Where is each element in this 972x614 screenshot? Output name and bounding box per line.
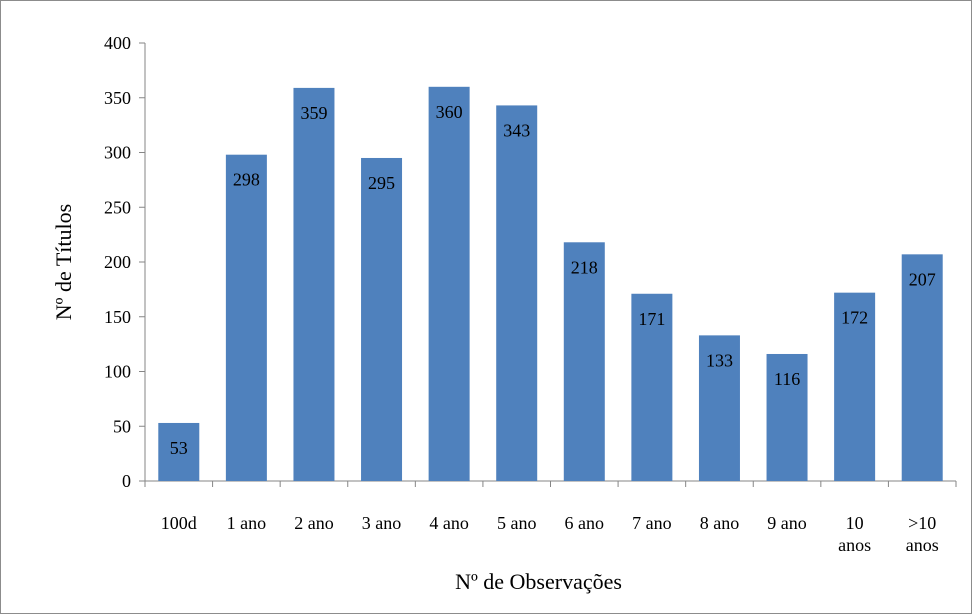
x-tick-label: anos — [906, 535, 939, 555]
y-tick-label: 0 — [122, 471, 131, 491]
data-label: 343 — [503, 120, 530, 140]
bar — [428, 86, 470, 482]
bar — [698, 335, 740, 481]
data-label: 359 — [300, 103, 327, 123]
bar — [496, 105, 538, 481]
data-label: 207 — [909, 269, 936, 289]
x-tick-label: 6 ano — [565, 513, 605, 533]
bar — [158, 422, 200, 481]
x-tick-label: 3 ano — [362, 513, 402, 533]
y-tick-label: 50 — [113, 416, 131, 436]
x-tick-label: 4 ano — [429, 513, 469, 533]
y-tick-label: 200 — [104, 252, 131, 272]
x-tick-label: 8 ano — [700, 513, 740, 533]
x-tick-label: 10 — [846, 513, 864, 533]
data-label: 171 — [638, 309, 665, 329]
y-tick-label: 300 — [104, 143, 131, 163]
x-axis: 100d 1 ano 2 ano 3 ano 4 ano 5 ano 6 ano 7 ano 8… — [144, 480, 957, 555]
y-tick-label: 350 — [104, 88, 131, 108]
x-tick-label: 100d — [161, 513, 197, 533]
x-tick-label: >10 — [908, 513, 936, 533]
y-tick-label: 250 — [104, 197, 131, 217]
bar — [293, 87, 335, 482]
data-label: 116 — [774, 369, 800, 389]
y-axis: 0 50 100 150 200 250 300 350 400 — [104, 33, 146, 491]
y-tick-label: 100 — [104, 362, 131, 382]
bar — [631, 293, 673, 481]
x-tick-label: 1 ano — [227, 513, 267, 533]
x-tick-label: 7 ano — [632, 513, 672, 533]
x-tick-label: 2 ano — [294, 513, 334, 533]
bar — [834, 292, 876, 481]
x-tick-label: anos — [838, 535, 871, 555]
bar — [225, 154, 267, 481]
data-label: 133 — [706, 350, 733, 370]
y-tick-label: 150 — [104, 307, 131, 327]
data-label: 295 — [368, 173, 395, 193]
data-label: 360 — [436, 102, 463, 122]
data-labels: 53 298 359 295 360 343 218 171 133 116 172 207 — [170, 102, 936, 458]
x-tick-label: 5 ano — [497, 513, 537, 533]
data-label: 298 — [233, 170, 260, 190]
data-label: 53 — [170, 438, 188, 458]
bar — [563, 242, 605, 481]
x-tick-label: 9 ano — [767, 513, 807, 533]
bar — [766, 353, 808, 481]
bar — [361, 157, 403, 481]
bars — [158, 86, 943, 482]
y-tick-label: 400 — [104, 33, 131, 53]
bar — [901, 254, 943, 481]
x-axis-title: Nº de Observações — [455, 569, 622, 594]
data-label: 172 — [841, 308, 868, 328]
data-label: 218 — [571, 257, 598, 277]
y-axis-title: Nº de Títulos — [51, 204, 76, 320]
